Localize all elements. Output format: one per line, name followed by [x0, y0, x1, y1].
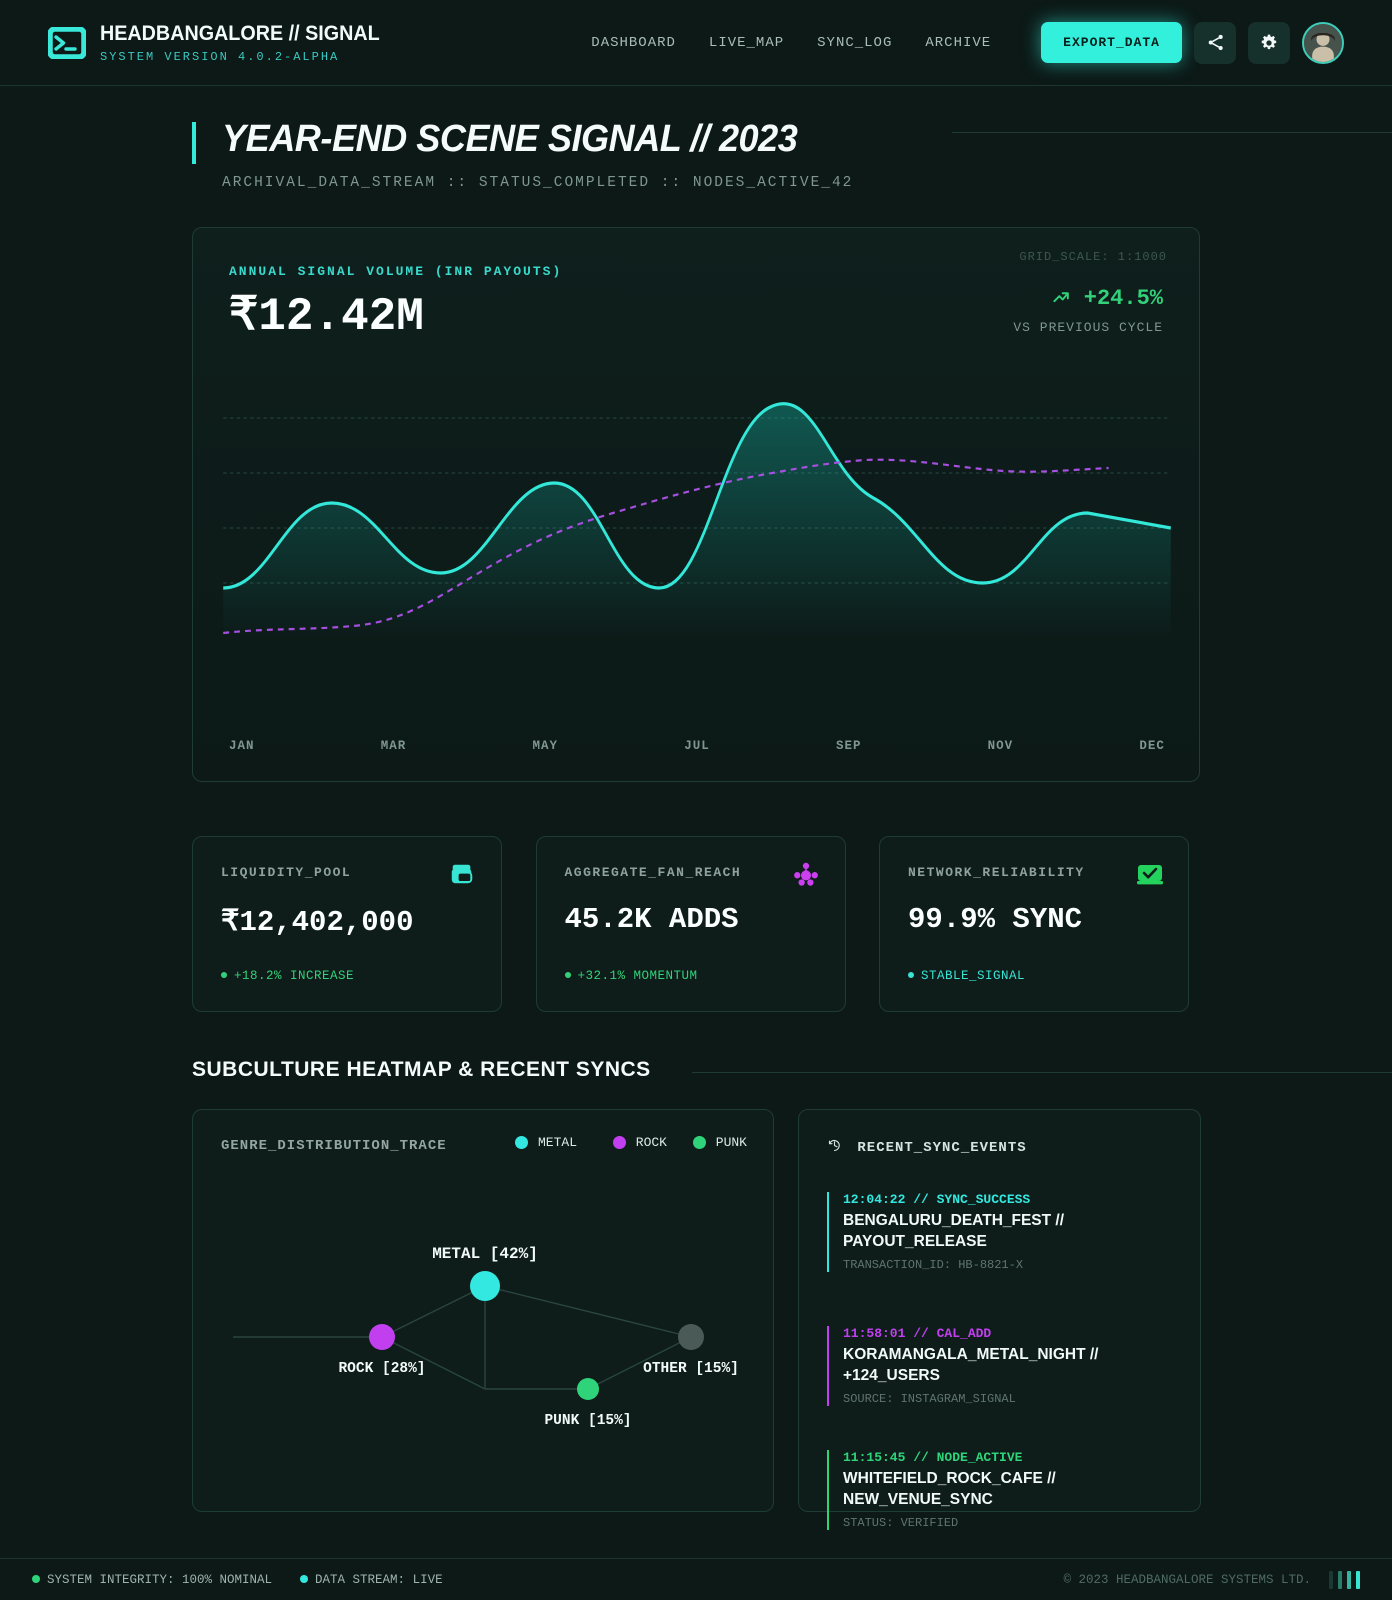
svg-text:ROCK [28%]: ROCK [28%] [338, 1361, 425, 1377]
svg-text:OTHER [15%]: OTHER [15%] [643, 1361, 739, 1377]
svg-text:PUNK [15%]: PUNK [15%] [544, 1413, 631, 1429]
svg-text:METAL [42%]: METAL [42%] [432, 1245, 538, 1263]
